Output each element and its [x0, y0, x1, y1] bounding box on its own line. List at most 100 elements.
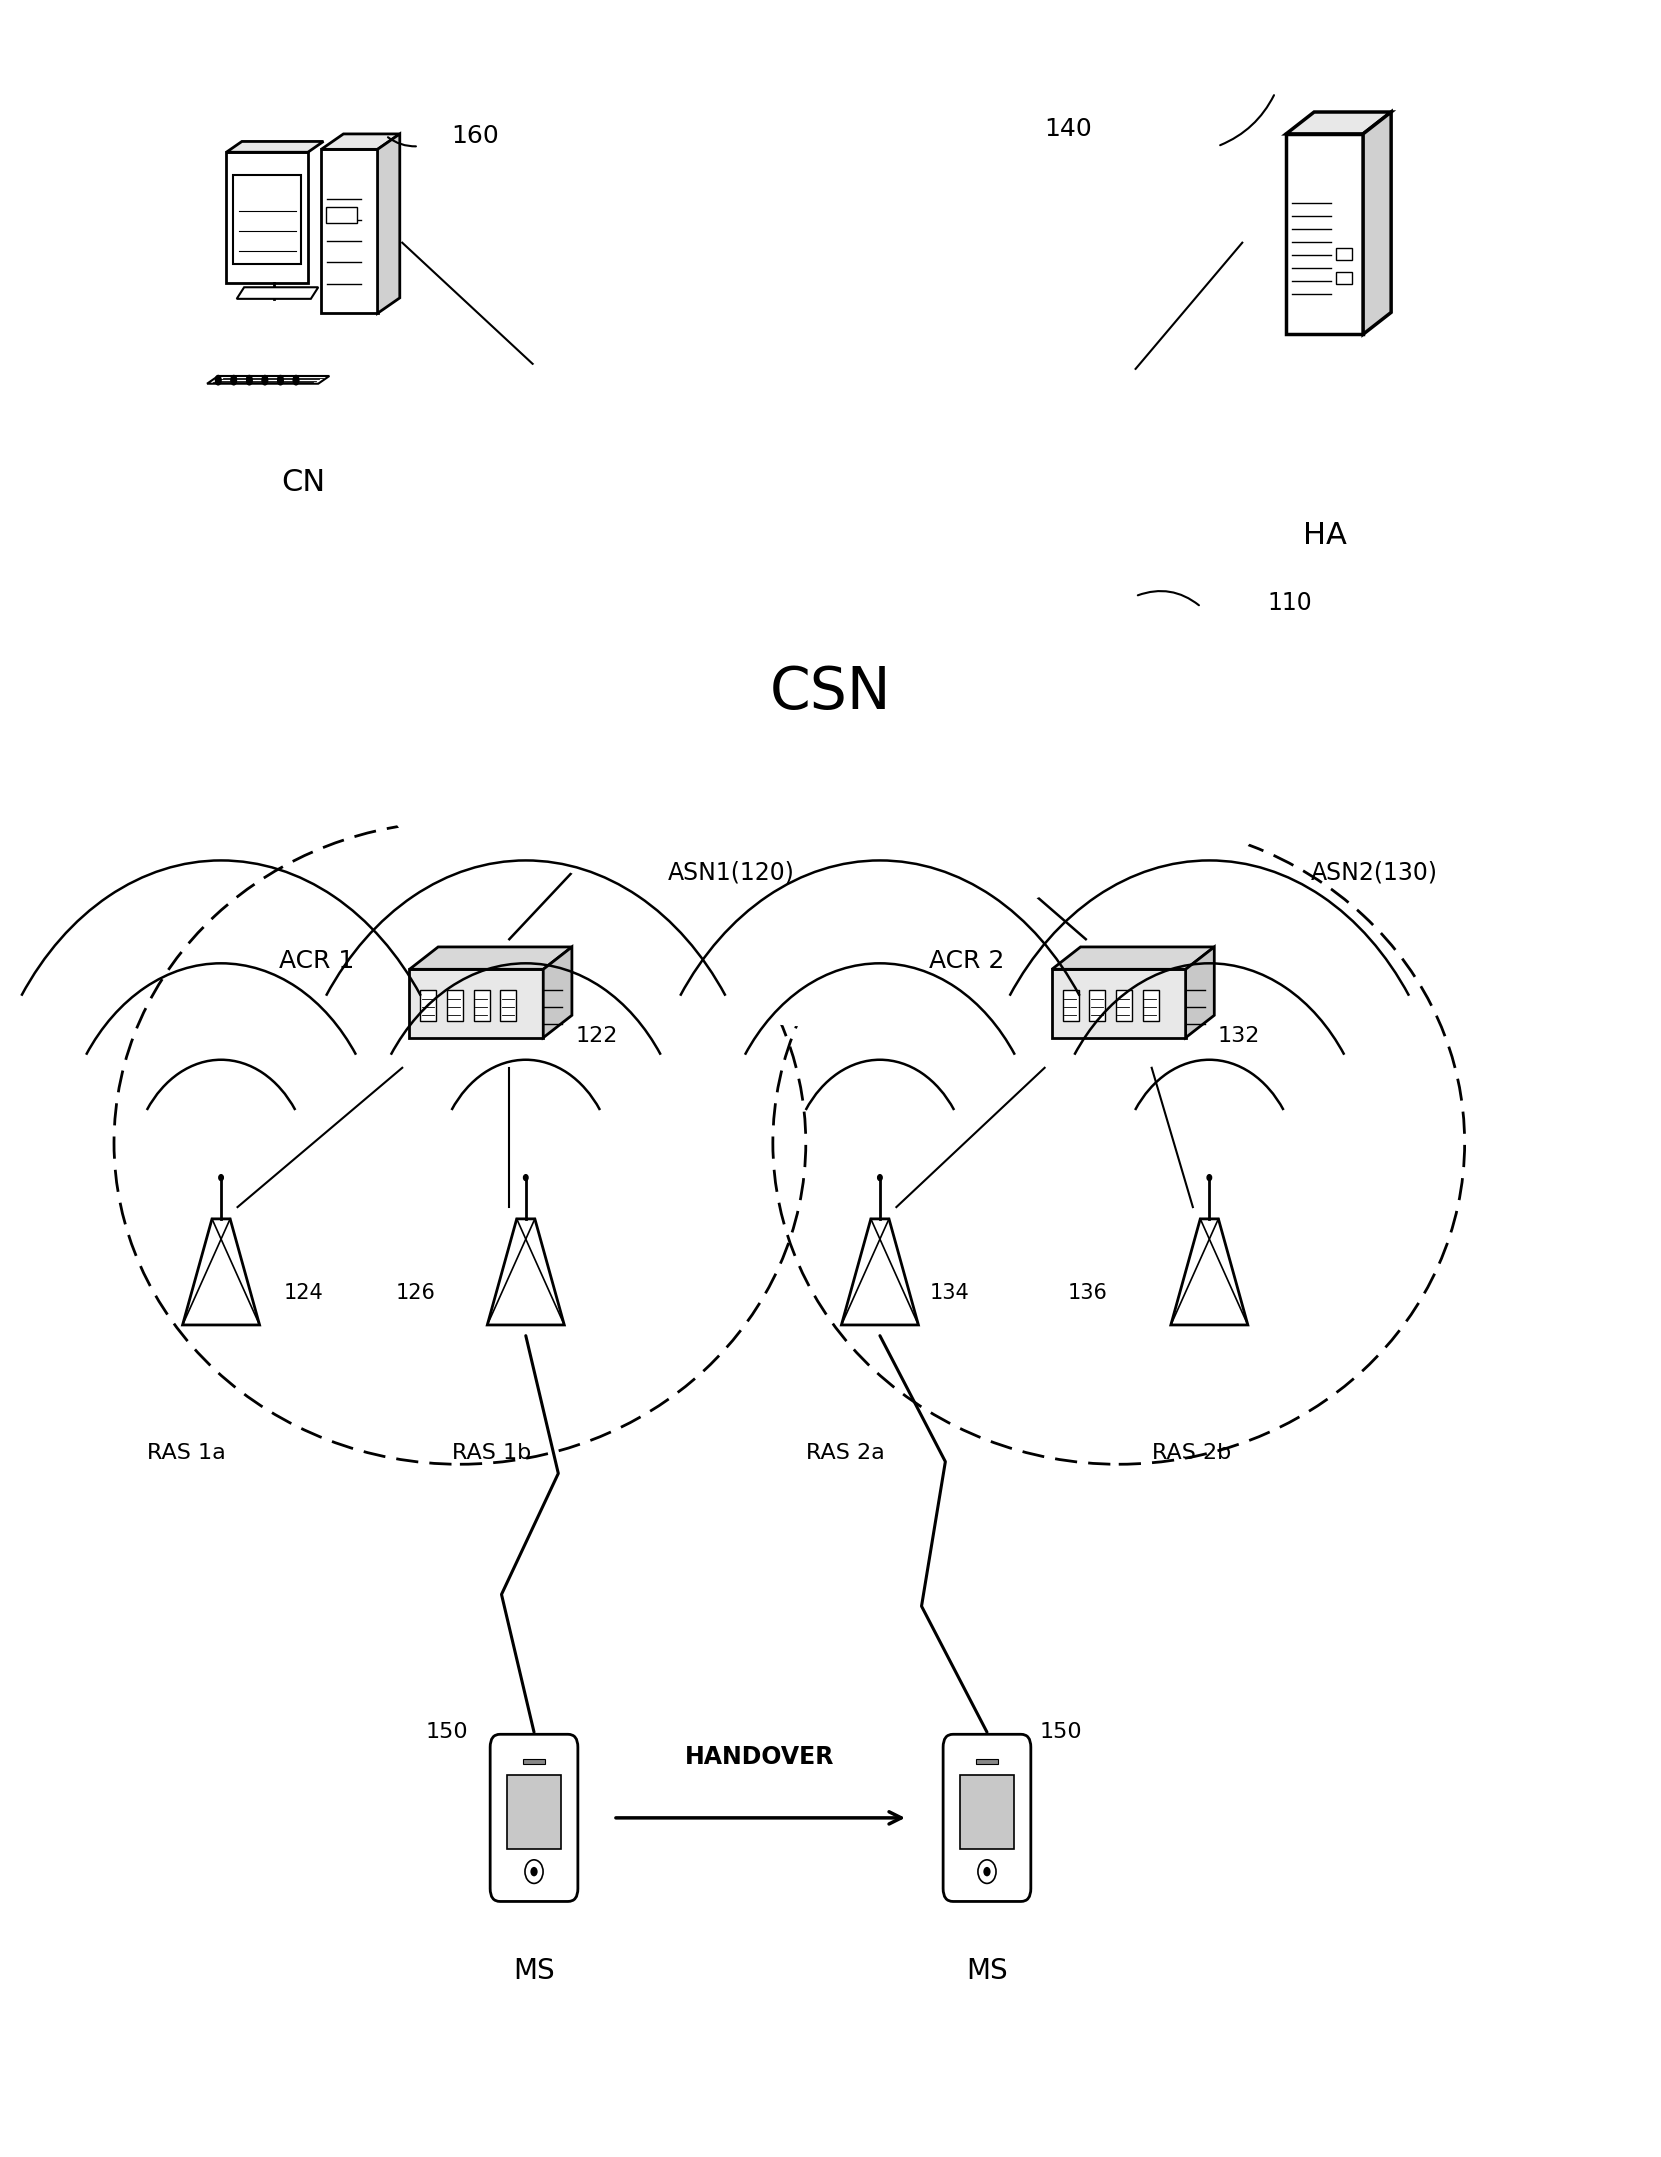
Bar	[447, 990, 463, 1020]
Polygon shape	[183, 1219, 259, 1324]
Circle shape	[761, 626, 854, 744]
Polygon shape	[1186, 947, 1214, 1038]
Bar	[1116, 990, 1133, 1020]
Bar	[960, 1775, 1013, 1849]
Bar	[1090, 990, 1105, 1020]
Circle shape	[737, 505, 830, 626]
Circle shape	[877, 522, 968, 643]
Polygon shape	[1364, 112, 1392, 334]
Bar	[420, 990, 437, 1020]
Circle shape	[219, 1176, 223, 1180]
Polygon shape	[543, 947, 571, 1038]
Text: RAS 1a: RAS 1a	[146, 1443, 226, 1462]
Bar	[326, 207, 357, 222]
Text: 150: 150	[425, 1721, 468, 1743]
Bar	[1063, 990, 1078, 1020]
Circle shape	[734, 498, 835, 632]
Text: 134: 134	[928, 1283, 968, 1303]
Circle shape	[216, 377, 221, 384]
Text: 122: 122	[575, 1025, 618, 1046]
Circle shape	[704, 563, 791, 675]
Text: CN: CN	[281, 468, 326, 496]
Text: MS: MS	[967, 1956, 1008, 1984]
Circle shape	[262, 377, 267, 384]
Circle shape	[978, 1859, 997, 1883]
Polygon shape	[1286, 112, 1392, 134]
Text: 160: 160	[452, 123, 500, 147]
Circle shape	[719, 617, 796, 716]
Circle shape	[779, 464, 882, 595]
Circle shape	[231, 377, 236, 384]
Polygon shape	[321, 149, 377, 313]
Circle shape	[262, 377, 267, 384]
Circle shape	[294, 375, 299, 382]
Text: 136: 136	[1068, 1283, 1108, 1303]
Text: HA: HA	[1302, 522, 1347, 550]
Polygon shape	[410, 947, 571, 968]
FancyBboxPatch shape	[943, 1734, 1031, 1902]
Polygon shape	[487, 1219, 565, 1324]
Polygon shape	[842, 1219, 919, 1324]
Circle shape	[766, 630, 850, 740]
Bar	[1143, 990, 1159, 1020]
Circle shape	[716, 613, 799, 720]
Text: 110: 110	[1267, 591, 1312, 615]
Circle shape	[776, 457, 885, 602]
Bar	[523, 1760, 545, 1764]
Polygon shape	[226, 142, 324, 153]
Polygon shape	[410, 968, 543, 1038]
Circle shape	[277, 377, 282, 384]
Circle shape	[844, 626, 927, 733]
Text: 126: 126	[395, 1283, 435, 1303]
Text: MS: MS	[513, 1956, 555, 1984]
Polygon shape	[1051, 968, 1186, 1038]
Bar	[1335, 248, 1352, 261]
Circle shape	[294, 377, 299, 384]
Polygon shape	[1171, 1219, 1247, 1324]
Circle shape	[983, 1868, 990, 1877]
Text: ACR 1: ACR 1	[279, 949, 354, 973]
Circle shape	[530, 1868, 538, 1877]
Text: RAS 2b: RAS 2b	[1151, 1443, 1231, 1462]
Polygon shape	[1051, 947, 1214, 968]
Circle shape	[847, 630, 924, 729]
Circle shape	[839, 492, 924, 602]
Polygon shape	[238, 287, 319, 300]
Bar	[233, 175, 301, 263]
Circle shape	[246, 377, 252, 384]
Circle shape	[216, 375, 221, 382]
Bar	[507, 1775, 561, 1849]
Circle shape	[277, 377, 282, 384]
Polygon shape	[226, 153, 307, 283]
Circle shape	[880, 528, 965, 638]
Text: ACR 2: ACR 2	[928, 949, 1005, 973]
Polygon shape	[321, 134, 400, 149]
Circle shape	[246, 377, 252, 384]
Circle shape	[894, 593, 970, 692]
Circle shape	[231, 375, 236, 382]
Circle shape	[262, 375, 267, 382]
Text: HANDOVER: HANDOVER	[684, 1745, 834, 1769]
Text: ASN1(120): ASN1(120)	[668, 861, 796, 884]
Circle shape	[1208, 1176, 1211, 1180]
Circle shape	[277, 375, 282, 382]
Circle shape	[231, 377, 236, 384]
Circle shape	[294, 377, 299, 384]
Bar	[1335, 272, 1352, 285]
Ellipse shape	[392, 276, 1269, 936]
Circle shape	[246, 375, 252, 382]
Circle shape	[835, 487, 927, 606]
Polygon shape	[377, 134, 400, 313]
Circle shape	[523, 1176, 528, 1180]
Circle shape	[890, 589, 973, 697]
Text: ASN2(130): ASN2(130)	[1311, 861, 1437, 884]
Circle shape	[877, 1176, 882, 1180]
Text: CSN: CSN	[769, 664, 892, 720]
Text: 132: 132	[1218, 1025, 1261, 1046]
Text: RAS 1b: RAS 1b	[452, 1443, 532, 1462]
Bar	[500, 990, 517, 1020]
Polygon shape	[208, 375, 329, 384]
Circle shape	[525, 1859, 543, 1883]
FancyBboxPatch shape	[490, 1734, 578, 1902]
Circle shape	[216, 377, 221, 384]
